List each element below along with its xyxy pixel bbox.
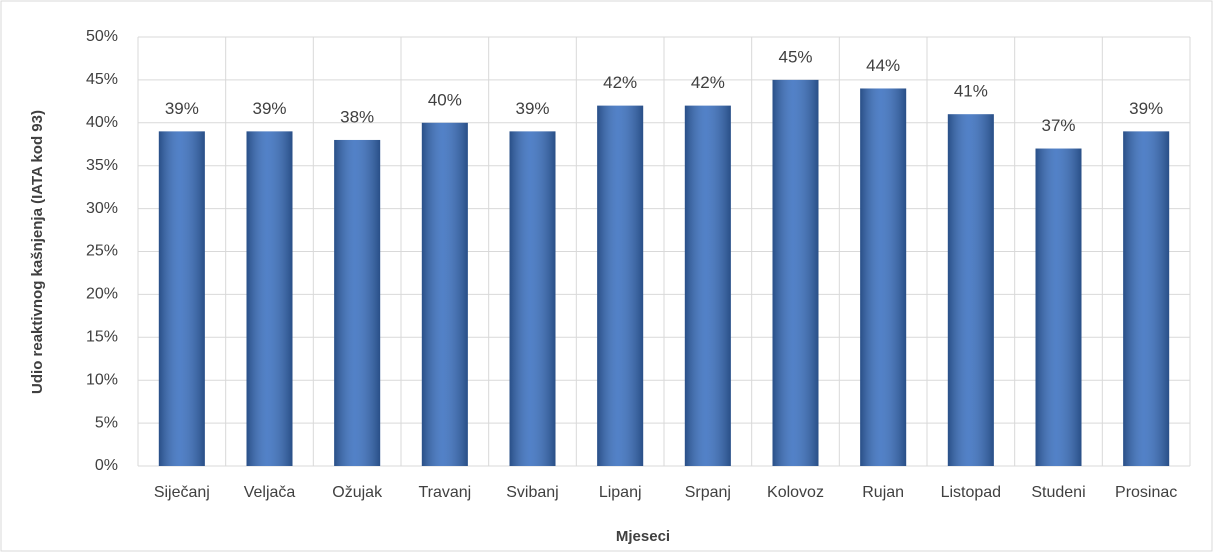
value-label: 41% — [954, 82, 988, 101]
value-label: 39% — [252, 99, 286, 118]
x-tick-label: Rujan — [862, 484, 904, 501]
y-tick-label: 10% — [86, 371, 118, 388]
bar — [1123, 131, 1170, 466]
value-label: 40% — [428, 90, 462, 109]
bar — [509, 131, 556, 466]
y-tick-label: 40% — [86, 114, 118, 131]
x-axis-title: Mjeseci — [616, 528, 670, 545]
value-label: 44% — [866, 56, 900, 75]
y-tick-label: 50% — [86, 28, 118, 45]
value-label: 45% — [778, 47, 812, 66]
y-tick-label: 35% — [86, 157, 118, 174]
value-label: 38% — [340, 107, 374, 126]
x-tick-label: Studeni — [1031, 484, 1085, 501]
x-tick-label: Listopad — [941, 484, 1002, 501]
bar — [1035, 148, 1082, 467]
value-label: 42% — [603, 73, 637, 92]
value-label: 39% — [1129, 99, 1163, 118]
value-label: 39% — [165, 99, 199, 118]
x-tick-label: Siječanj — [154, 484, 210, 501]
y-tick-label: 0% — [95, 457, 118, 474]
y-tick-label: 25% — [86, 243, 118, 260]
x-tick-label: Veljača — [244, 484, 296, 501]
x-tick-label: Travanj — [418, 484, 471, 501]
x-tick-label: Ožujak — [332, 484, 383, 501]
value-label: 42% — [691, 73, 725, 92]
x-tick-label: Kolovoz — [767, 484, 824, 501]
bar — [334, 139, 381, 466]
bar — [772, 79, 819, 467]
x-tick-label: Lipanj — [599, 484, 642, 501]
x-tick-label: Srpanj — [685, 484, 731, 501]
x-tick-label: Prosinac — [1115, 484, 1177, 501]
y-axis-title: Udio reaktivnog kašnjenja (IATA kod 93) — [29, 110, 46, 394]
y-tick-label: 5% — [95, 414, 118, 431]
bar — [684, 105, 731, 466]
y-tick-label: 20% — [86, 286, 118, 303]
value-label: 37% — [1041, 116, 1075, 135]
bar — [246, 131, 293, 466]
y-tick-label: 30% — [86, 200, 118, 217]
bar — [158, 131, 205, 466]
bar — [860, 88, 907, 466]
bar — [947, 114, 994, 466]
x-tick-label: Svibanj — [506, 484, 558, 501]
bar — [421, 122, 468, 467]
y-tick-label: 15% — [86, 329, 118, 346]
y-tick-label: 45% — [86, 71, 118, 88]
bar — [597, 105, 644, 466]
value-label: 39% — [515, 99, 549, 118]
